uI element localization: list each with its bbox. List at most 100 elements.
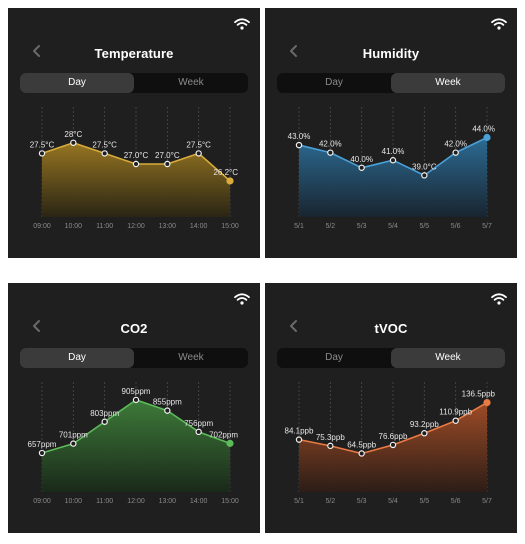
x-tick-label: 5/1 <box>294 498 304 505</box>
x-tick-label: 5/2 <box>325 223 335 230</box>
wifi-icon <box>491 18 507 30</box>
temperature-chart: 27.5°C 28°C 27.5°C 27.0°C 27.0°C 27.5°C 26.2°C… <box>30 107 239 230</box>
data-label: 702ppm <box>209 430 238 439</box>
panel-title: tVOC <box>374 321 408 336</box>
data-label: 44.0% <box>472 125 495 134</box>
data-point <box>132 396 140 404</box>
data-point <box>389 441 397 449</box>
x-tick-label: 11:00 <box>96 498 113 505</box>
data-point <box>327 442 334 450</box>
data-point <box>226 177 234 185</box>
x-tick-label: 5/3 <box>357 498 367 505</box>
x-tick-label: 14:00 <box>190 498 208 505</box>
x-tick-label: 5/7 <box>482 498 492 505</box>
data-point <box>226 439 234 447</box>
data-label: 756ppm <box>184 419 213 428</box>
data-label: 136.5ppb <box>462 390 496 399</box>
data-label: 42.0% <box>319 140 342 149</box>
x-tick-label: 14:00 <box>190 223 208 230</box>
data-label: 43.0% <box>288 132 311 141</box>
back-chevron-icon[interactable] <box>30 319 44 333</box>
data-point <box>164 160 171 168</box>
tab-week[interactable]: Week <box>178 352 204 363</box>
data-label: 701ppm <box>59 431 88 440</box>
back-chevron-icon[interactable] <box>287 319 301 333</box>
data-point <box>38 449 46 457</box>
x-tick-label: 5/6 <box>451 498 461 505</box>
data-point <box>132 160 140 168</box>
x-tick-label: 5/5 <box>419 223 429 230</box>
data-point <box>70 139 77 147</box>
data-point <box>358 450 365 457</box>
x-tick-label: 5/6 <box>451 223 461 230</box>
x-tick-label: 10:00 <box>65 223 83 230</box>
x-tick-label: 09:00 <box>33 498 51 505</box>
data-point <box>295 141 303 149</box>
data-label: 27.0°C <box>124 151 149 160</box>
data-label: 27.5°C <box>92 140 117 149</box>
x-tick-label: 5/7 <box>482 223 492 230</box>
data-label: 64.5ppb <box>347 440 376 449</box>
data-point <box>358 164 365 171</box>
x-tick-label: 12:00 <box>127 223 145 230</box>
tvoc-chart: 84.1ppb75.3ppb64.5ppb76.6ppb93.2ppb110.9… <box>285 382 496 505</box>
tab-week[interactable]: Week <box>391 73 505 93</box>
day-week-toggle: Day Week <box>277 73 505 93</box>
data-point <box>101 418 108 425</box>
x-tick-label: 5/1 <box>294 223 304 230</box>
data-label: 42.0% <box>444 140 467 149</box>
data-point <box>295 436 303 443</box>
panel-title: Temperature <box>94 46 174 61</box>
x-tick-label: 11:00 <box>96 223 113 230</box>
tab-day[interactable]: Day <box>325 77 343 88</box>
temperature-panel: Temperature Day Week 27.5°C 28°C 27.5°C 27.… <box>8 8 260 258</box>
x-tick-label: 5/4 <box>388 498 398 505</box>
data-label: 93.2ppb <box>410 420 439 429</box>
x-tick-label: 5/4 <box>388 223 398 230</box>
x-tick-label: 5/5 <box>419 498 429 505</box>
tab-day[interactable]: Day <box>325 352 343 363</box>
x-tick-label: 12:00 <box>127 498 145 505</box>
data-point <box>483 399 491 407</box>
data-label: 41.0% <box>382 147 405 156</box>
back-chevron-icon[interactable] <box>30 44 44 58</box>
x-tick-label: 13:00 <box>159 223 177 230</box>
data-label: 855ppm <box>153 398 182 407</box>
data-point <box>38 150 46 157</box>
data-label: 27.5°C <box>30 140 55 149</box>
wifi-icon <box>234 293 250 305</box>
data-label: 27.0°C <box>155 151 180 160</box>
back-chevron-icon[interactable] <box>287 44 301 58</box>
area-fill <box>42 142 230 217</box>
humidity-panel: Humidity Day Week 43.0% 42.0% 40.0% 41.0% 39… <box>265 8 517 258</box>
tab-day[interactable]: Day <box>20 348 134 368</box>
tab-week[interactable]: Week <box>391 348 505 368</box>
x-tick-label: 09:00 <box>33 223 51 230</box>
data-point <box>389 157 397 164</box>
day-week-toggle: Day Week <box>20 73 248 93</box>
data-point <box>164 407 171 414</box>
data-label: 905ppm <box>122 387 151 396</box>
co2-panel: CO2 Day Week 657ppm 701ppm 803ppm 905ppm 855… <box>8 283 260 533</box>
data-label: 110.9ppb <box>439 408 472 417</box>
panel-title: Humidity <box>362 46 420 61</box>
day-week-toggle: Day Week <box>277 348 505 368</box>
data-label: 76.6ppb <box>379 432 408 441</box>
tvoc-panel: tVOC Day Week 84.1ppb 75.3ppb 64.5ppb 76.6p… <box>265 283 517 533</box>
tab-week[interactable]: Week <box>178 77 204 88</box>
tab-day[interactable]: Day <box>20 73 134 93</box>
data-point <box>327 149 334 156</box>
area-fill <box>299 137 487 217</box>
data-point <box>70 440 77 447</box>
x-tick-label: 15:00 <box>221 223 239 230</box>
data-point <box>483 133 491 142</box>
data-point <box>195 150 202 157</box>
data-label: 657ppm <box>28 440 57 449</box>
data-label: 28°C <box>64 130 82 139</box>
data-point <box>101 150 108 157</box>
x-tick-label: 13:00 <box>159 498 177 505</box>
data-point <box>421 430 428 437</box>
data-point <box>452 149 459 156</box>
x-tick-label: 10:00 <box>65 498 83 505</box>
